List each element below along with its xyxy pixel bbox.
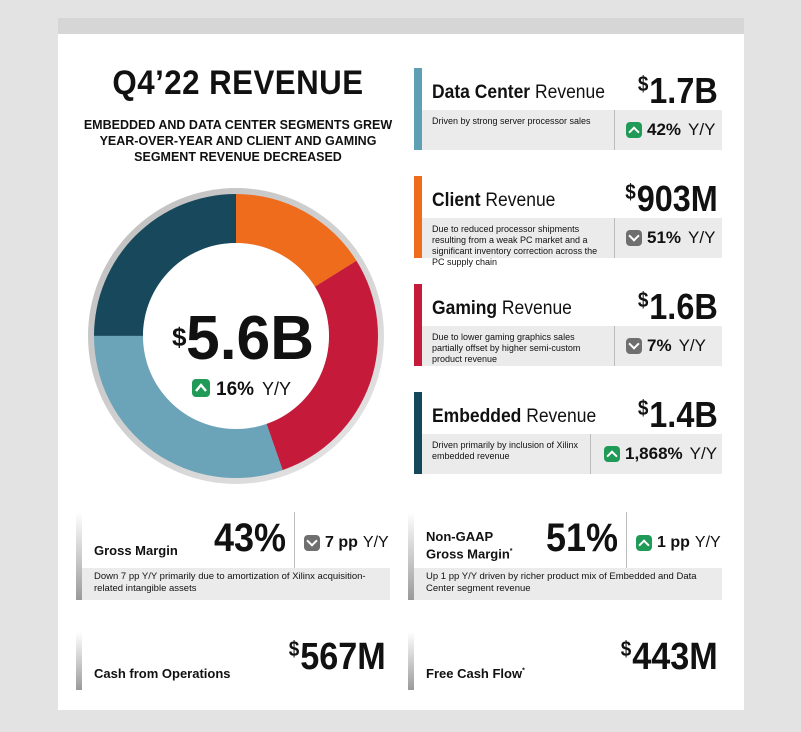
segment-description: Due to reduced processor shipments resul… [432,224,598,267]
page-title: Q4’22 REVENUE [112,64,364,102]
revenue-donut-chart: $ 5.6B 16% Y/Y [88,188,384,484]
segment-change: 7% Y/Y [626,336,706,356]
total-currency: $ [172,322,187,352]
non-gaap-margin-description: Up 1 pp Y/Y driven by richer product mix… [414,568,722,600]
segment-name: Gaming Revenue [432,298,572,319]
segment-name: Data Center Revenue [432,82,605,103]
segment-name: Client Revenue [432,190,556,211]
cash-from-operations-value: $567M [289,636,386,678]
segment-value: $903M [625,178,718,219]
embedded-card: Embedded Revenue $1.4B Driven primarily … [414,392,722,486]
segment-color-bar [414,392,422,474]
total-value: 5.6B [186,304,314,373]
data-center-card: Data Center Revenue $1.7B Driven by stro… [414,68,722,162]
donut-slice-embedded [94,194,236,336]
free-cash-flow-card: Free Cash Flow* $443M [408,632,722,690]
free-cash-flow-value: $443M [621,636,718,678]
cash-from-operations-card: Cash from Operations $567M [76,632,390,690]
gaming-card: Gaming Revenue $1.6B Due to lower gaming… [414,284,722,378]
donut-center [143,243,329,429]
segment-value: $1.7B [638,70,718,111]
segment-color-bar [414,68,422,150]
segment-description: Due to lower gaming graphics sales parti… [432,332,581,364]
donut-slice-gaming [266,260,378,471]
segment-change: 42% Y/Y [626,120,715,140]
gross-margin-value: 43% [213,516,286,560]
donut-slice-data-center [93,335,283,478]
down-arrow-icon [626,338,642,354]
segment-color-bar [414,176,422,258]
up-arrow-icon [626,122,642,138]
down-arrow-icon [626,230,642,246]
total-change: 16% [216,379,254,400]
total-change-suffix: Y/Y [262,379,291,399]
segment-description: Driven by strong server processor sales [432,116,591,126]
non-gaap-margin-value: 51% [545,516,618,560]
top-band [58,18,744,34]
cash-from-operations-label: Cash from Operations [94,666,231,681]
segment-value: $1.4B [638,394,718,435]
segment-color-bar [414,284,422,366]
segment-description: Driven primarily by inclusion of Xilinx … [432,440,579,461]
gross-margin-change: 7 pp Y/Y [304,534,389,552]
segment-value: $1.6B [638,286,718,327]
non-gaap-margin-label: Non-GAAP Gross Margin* [426,529,513,562]
gross-margin-description: Down 7 pp Y/Y primarily due to amortizat… [82,568,390,600]
up-arrow-icon [604,446,620,462]
up-arrow-icon [636,535,652,551]
segment-name: Embedded Revenue [432,406,597,427]
revenue-infographic: Q4’22 REVENUE EMBEDDED AND DATA CENTER S… [58,18,744,710]
segment-change: 1,868% Y/Y [604,444,717,464]
gross-margin-card: Gross Margin 43% 7 pp Y/Y Down 7 pp Y/Y p… [76,512,390,602]
donut-slice-client [236,194,357,287]
up-arrow-icon [192,379,210,397]
page-subtitle: EMBEDDED AND DATA CENTER SEGMENTS GREW Y… [83,118,393,164]
free-cash-flow-label: Free Cash Flow* [426,666,525,681]
down-arrow-icon [304,535,320,551]
segment-change: 51% Y/Y [626,228,715,248]
non-gaap-margin-card: Non-GAAP Gross Margin* 51% 1 pp Y/Y Up 1 … [408,512,722,602]
gross-margin-label: Gross Margin [94,543,178,558]
client-card: Client Revenue $903M Due to reduced proc… [414,176,722,270]
non-gaap-margin-change: 1 pp Y/Y [636,534,721,552]
